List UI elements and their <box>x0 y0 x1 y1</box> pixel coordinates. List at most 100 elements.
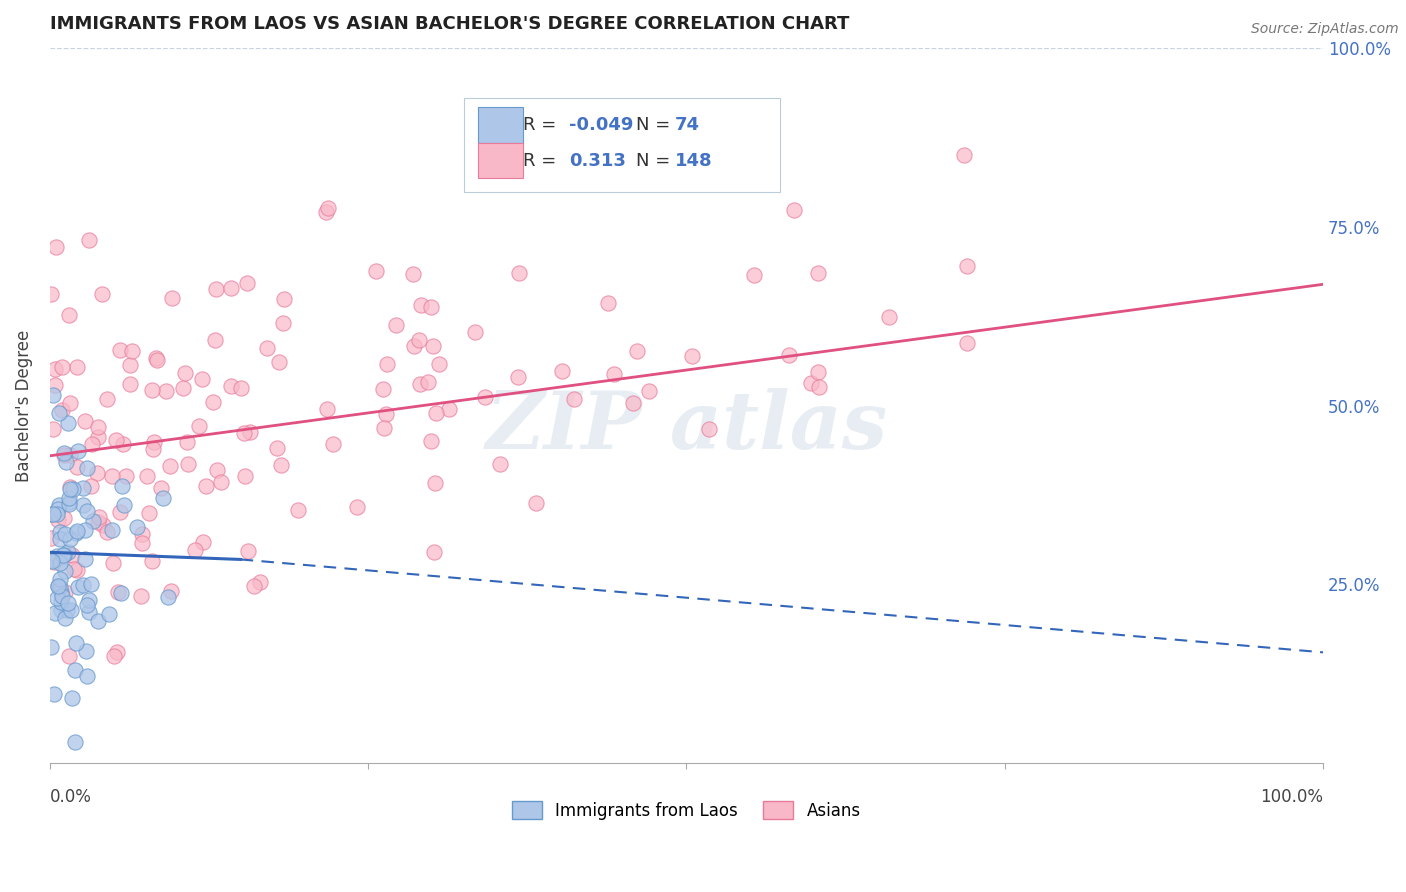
Text: ZIP atlas: ZIP atlas <box>485 389 887 466</box>
Point <box>202 395 225 409</box>
Point <box>120 377 142 392</box>
Point <box>39 531 62 545</box>
Point <box>49 572 72 586</box>
Point <box>637 384 659 399</box>
Point <box>46 513 69 527</box>
Point <box>49 603 72 617</box>
Point <box>598 296 620 310</box>
Point <box>58 648 80 663</box>
Point <box>39 640 62 654</box>
Point <box>80 479 103 493</box>
Point <box>105 645 128 659</box>
Point <box>87 614 110 628</box>
Point <box>409 376 432 391</box>
Point <box>239 425 262 439</box>
Point <box>162 291 184 305</box>
Point <box>44 361 66 376</box>
Point <box>807 266 830 280</box>
Point <box>65 526 87 541</box>
Point <box>58 494 80 508</box>
Legend: Immigrants from Laos, Asians: Immigrants from Laos, Asians <box>506 795 868 826</box>
Point <box>52 548 75 562</box>
Point <box>87 420 110 434</box>
Point <box>172 381 194 395</box>
Point <box>160 584 183 599</box>
Point <box>91 286 114 301</box>
Point <box>52 448 75 462</box>
Point <box>138 506 160 520</box>
Point <box>48 580 70 594</box>
Point <box>783 202 806 217</box>
Point <box>364 264 387 278</box>
Point <box>778 348 800 362</box>
Text: R =: R = <box>523 116 562 134</box>
Point <box>423 475 446 490</box>
Point <box>267 355 290 369</box>
Point <box>377 357 399 371</box>
Point <box>66 524 89 538</box>
Point <box>46 591 69 606</box>
Point <box>266 441 288 455</box>
Point <box>129 589 152 603</box>
Point <box>953 147 976 161</box>
Point <box>184 542 207 557</box>
Point <box>53 446 76 460</box>
Point <box>63 734 86 748</box>
Point <box>489 457 512 471</box>
Point <box>316 201 339 215</box>
Point <box>142 442 165 456</box>
Point <box>103 648 125 663</box>
Point <box>41 553 63 567</box>
Point <box>51 589 73 603</box>
Point <box>273 293 295 307</box>
Point <box>121 343 143 358</box>
Point <box>322 437 344 451</box>
Point <box>41 421 63 435</box>
Point <box>101 523 124 537</box>
Point <box>955 259 977 273</box>
Point <box>131 536 153 550</box>
Point <box>56 544 79 558</box>
Point <box>59 533 82 547</box>
Point <box>603 367 626 381</box>
Point <box>49 556 72 570</box>
Point <box>49 532 72 546</box>
Point <box>45 240 67 254</box>
Point <box>66 359 89 374</box>
Point <box>229 381 252 395</box>
Point <box>371 382 394 396</box>
Point <box>72 481 94 495</box>
Point <box>112 498 135 512</box>
Point <box>108 343 131 358</box>
Point <box>48 406 70 420</box>
Point <box>79 577 101 591</box>
Point <box>44 555 66 569</box>
Point <box>236 276 259 290</box>
Point <box>437 402 460 417</box>
Point <box>551 364 574 378</box>
Point <box>86 466 108 480</box>
Point <box>249 574 271 589</box>
Point <box>697 422 720 436</box>
Point <box>75 551 97 566</box>
Point <box>232 425 254 440</box>
Y-axis label: Bachelor's Degree: Bachelor's Degree <box>15 330 32 482</box>
Point <box>141 384 163 398</box>
Point <box>58 308 80 322</box>
Point <box>75 644 97 658</box>
Point <box>155 384 177 398</box>
Point <box>346 500 368 514</box>
Point <box>107 584 129 599</box>
Point <box>52 510 75 524</box>
Point <box>55 454 77 468</box>
Point <box>58 491 80 505</box>
Point <box>427 357 450 371</box>
Point <box>58 497 80 511</box>
Point <box>205 463 228 477</box>
Point <box>474 390 496 404</box>
Point <box>67 444 90 458</box>
Point <box>59 482 82 496</box>
Point <box>373 420 395 434</box>
Point <box>385 318 408 332</box>
Point <box>51 403 73 417</box>
